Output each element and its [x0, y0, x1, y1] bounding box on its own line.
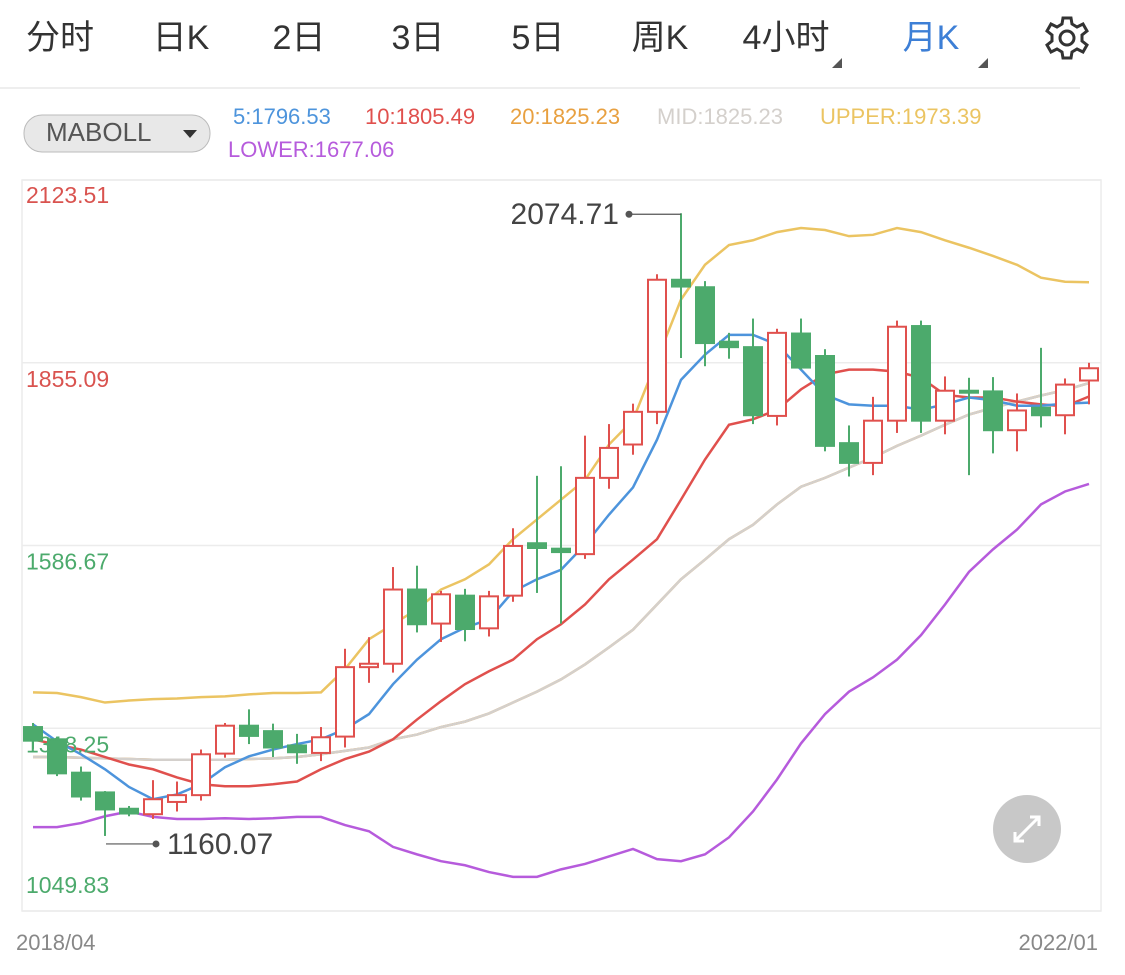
candle-body	[743, 346, 763, 417]
candle-body	[503, 544, 523, 597]
candle-body	[455, 594, 475, 631]
tab[interactable]: 3日	[392, 19, 445, 57]
candle-body	[287, 744, 307, 754]
x-tick-label: 2018/04	[16, 930, 96, 955]
candle-body	[191, 753, 211, 797]
y-tick-label: 1318.25	[26, 731, 109, 757]
annotation-dot	[152, 840, 160, 848]
tab-bar: 分时 日K 2日 3日 5日 周K 4小时 月K	[26, 19, 960, 57]
candle-body	[551, 547, 571, 554]
candle-body	[935, 389, 955, 422]
tab[interactable]: 周K	[632, 19, 689, 57]
legend-entry: 20:1825.23	[510, 104, 620, 129]
candle-body	[1055, 383, 1075, 417]
candle-body	[1007, 409, 1027, 432]
candle-body	[911, 325, 931, 422]
candle-body	[479, 595, 499, 630]
legend-entry: 5:1796.53	[233, 104, 331, 129]
legend-entry: LOWER:1677.06	[228, 137, 394, 162]
candle-body	[143, 798, 163, 816]
candle-body	[863, 419, 883, 464]
candle-body	[575, 476, 595, 556]
candle-body	[311, 736, 331, 754]
annotation-dot	[625, 210, 633, 218]
legend-entry: MID:1825.23	[657, 104, 783, 129]
candle-body	[215, 724, 235, 755]
candle-body	[119, 807, 139, 815]
candle-body	[383, 588, 403, 665]
candle-body	[95, 791, 115, 811]
candle-body	[263, 730, 283, 749]
indicator-line	[33, 482, 1090, 879]
tab[interactable]: 月K	[903, 19, 960, 57]
y-tick-label: 1049.83	[26, 872, 109, 898]
settings-icon[interactable]	[1045, 16, 1089, 60]
high-annotation: 2074.71	[511, 198, 619, 231]
candle-body	[527, 542, 547, 549]
candle-body	[959, 389, 979, 394]
candle-body	[671, 278, 691, 288]
candle-body	[887, 325, 907, 422]
candle-body	[623, 410, 643, 446]
fullscreen-button[interactable]	[993, 795, 1061, 863]
candle-body	[719, 340, 739, 349]
tab[interactable]: 5日	[512, 19, 565, 57]
y-tick-label: 1855.09	[26, 366, 109, 392]
y-tick-label: 2123.51	[26, 182, 109, 208]
tab[interactable]: 日K	[153, 19, 210, 57]
candle-body	[335, 666, 355, 738]
legend-entry: UPPER:1973.39	[820, 104, 981, 129]
tab[interactable]: 4小时	[743, 19, 830, 57]
indicator-line	[32, 226, 1090, 704]
candle-body	[791, 332, 811, 369]
candle-body	[983, 390, 1003, 432]
y-tick-label: 1586.67	[26, 549, 109, 575]
candle-body	[167, 794, 187, 803]
tab-arrow	[832, 58, 988, 68]
indicator-dropdown[interactable]: MABOLL	[23, 114, 211, 153]
candle-body	[839, 442, 859, 464]
candle-body	[695, 286, 715, 345]
candle-body	[767, 331, 787, 417]
candles	[23, 213, 1099, 836]
x-tick-label: 2022/01	[1018, 930, 1098, 955]
candle-body	[647, 278, 667, 413]
candle-body	[599, 446, 619, 479]
legend-entry: 10:1805.49	[365, 104, 475, 129]
tab[interactable]: 分时	[26, 19, 94, 57]
candle-body	[407, 588, 427, 626]
candle-body	[815, 355, 835, 447]
candle-body	[239, 724, 259, 737]
low-annotation: 1160.07	[167, 828, 273, 861]
tab[interactable]: 2日	[273, 19, 326, 57]
candle-body	[47, 738, 67, 775]
candle-body	[71, 771, 91, 798]
candle-body	[359, 662, 379, 669]
dropdown-label: MABOLL	[46, 117, 152, 147]
candle-body	[431, 593, 451, 625]
candle-body	[23, 726, 43, 742]
labels: 2123.51 1855.09 1586.67 1318.25 1049.83 2018/…	[16, 182, 1098, 955]
candle-body	[1079, 367, 1099, 382]
grid	[22, 179, 1101, 912]
candle-body	[1031, 406, 1051, 417]
